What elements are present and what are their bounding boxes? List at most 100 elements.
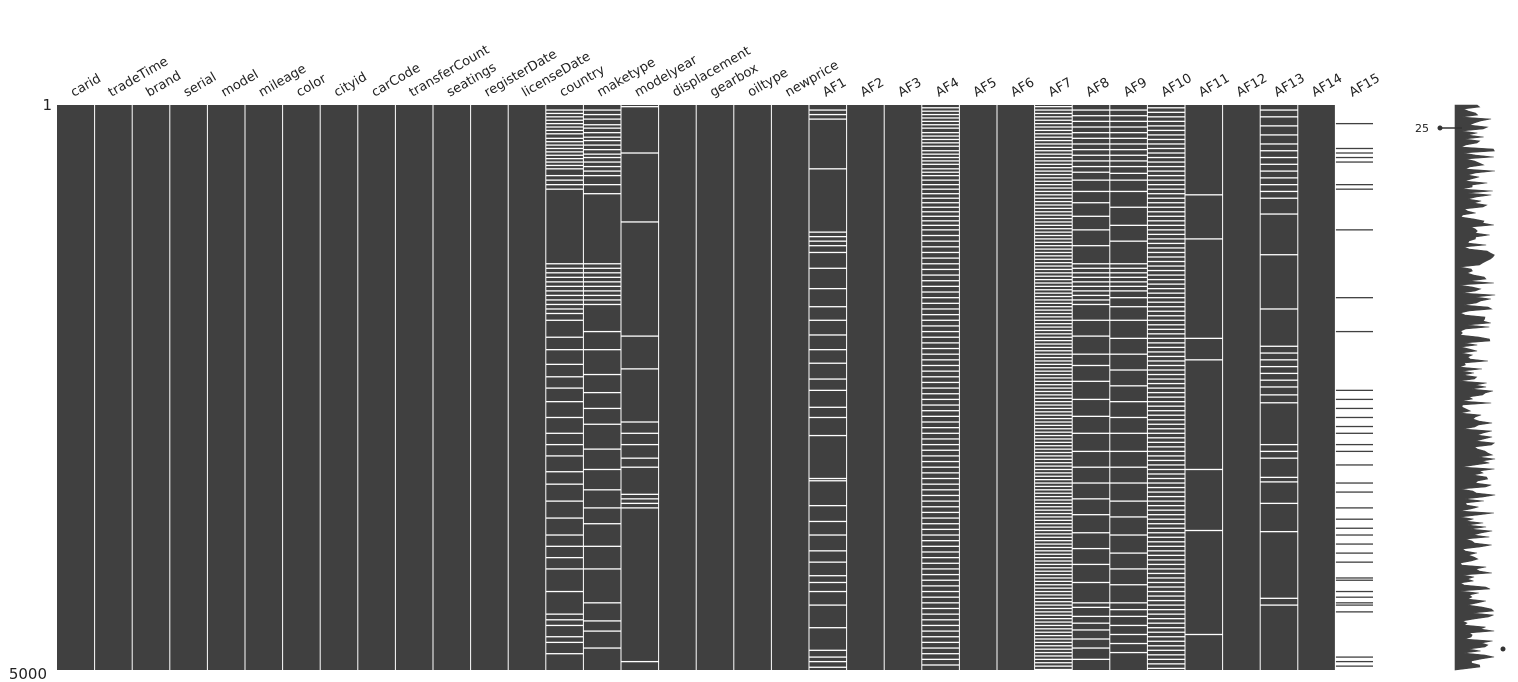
missing-row-mark bbox=[1147, 129, 1185, 132]
missing-row-mark bbox=[583, 109, 621, 111]
missing-row-mark bbox=[1109, 353, 1148, 355]
missing-row-mark bbox=[545, 188, 584, 190]
missing-row-mark bbox=[1147, 464, 1185, 466]
missing-row-mark bbox=[921, 274, 960, 276]
missing-row-mark bbox=[1034, 401, 1073, 403]
missing-row-mark bbox=[1072, 267, 1110, 269]
missing-row-mark bbox=[921, 460, 960, 463]
missing-row-mark bbox=[545, 308, 584, 310]
matrix-column bbox=[696, 105, 734, 670]
missing-row-mark bbox=[921, 653, 960, 655]
missing-row-mark bbox=[1147, 486, 1185, 489]
missing-row-mark bbox=[1147, 419, 1185, 421]
missing-row-mark bbox=[1260, 604, 1298, 606]
missing-row-mark bbox=[1072, 398, 1110, 401]
missing-row-mark bbox=[1072, 281, 1110, 283]
missing-row-mark bbox=[1034, 278, 1073, 281]
missing-row-mark bbox=[1147, 636, 1185, 638]
column-label: AF4 bbox=[933, 75, 962, 100]
missing-row-mark bbox=[1147, 554, 1185, 557]
missing-row-mark bbox=[1147, 396, 1185, 398]
missing-row-mark bbox=[921, 472, 960, 474]
present-row-mark bbox=[1335, 398, 1373, 401]
missing-row-mark bbox=[1147, 523, 1185, 525]
completeness-sparkline bbox=[1437, 104, 1506, 671]
column-fill bbox=[94, 105, 133, 670]
row-label-top: 1 bbox=[42, 96, 52, 114]
missing-row-mark bbox=[1260, 150, 1298, 152]
missing-row-mark bbox=[545, 179, 584, 181]
column-label: AF10 bbox=[1159, 71, 1195, 100]
missing-row-mark bbox=[1109, 190, 1148, 193]
missing-row-mark bbox=[1034, 245, 1073, 247]
missing-row-mark bbox=[1034, 546, 1073, 549]
missing-row-mark bbox=[809, 168, 847, 170]
missing-row-mark bbox=[1260, 457, 1298, 459]
missing-row-mark bbox=[583, 294, 621, 297]
missing-row-mark bbox=[1109, 154, 1148, 156]
missing-row-mark bbox=[583, 448, 621, 450]
missing-row-mark bbox=[1147, 174, 1185, 177]
missing-row-mark bbox=[1034, 431, 1073, 433]
missing-row-mark bbox=[1034, 611, 1073, 613]
missing-row-mark bbox=[1109, 306, 1148, 308]
missing-row-mark bbox=[1109, 224, 1148, 226]
missing-row-mark bbox=[809, 406, 847, 408]
missing-row-mark bbox=[1072, 303, 1110, 306]
missing-row-mark bbox=[1147, 586, 1185, 588]
missing-row-mark bbox=[1260, 156, 1298, 159]
matrix-column bbox=[1335, 105, 1373, 670]
missing-row-mark bbox=[921, 658, 960, 660]
missing-row-mark bbox=[545, 619, 584, 621]
matrix-column bbox=[658, 105, 697, 670]
missing-row-mark bbox=[809, 231, 847, 233]
missing-row-mark bbox=[921, 455, 960, 457]
missing-row-mark bbox=[545, 285, 584, 288]
missing-row-mark bbox=[921, 641, 960, 644]
column-fill bbox=[997, 105, 1035, 670]
missing-row-mark bbox=[921, 602, 960, 604]
missing-row-mark bbox=[1034, 173, 1073, 176]
missing-row-mark bbox=[921, 415, 960, 417]
missing-row-mark bbox=[1147, 220, 1185, 222]
missing-row-mark bbox=[583, 407, 621, 410]
missing-row-mark bbox=[545, 299, 584, 301]
missing-row-mark bbox=[1147, 482, 1185, 484]
missing-row-mark bbox=[1034, 540, 1073, 542]
missing-row-mark bbox=[921, 483, 960, 485]
missing-row-mark bbox=[1034, 509, 1073, 511]
missing-row-mark bbox=[1147, 107, 1185, 109]
missing-row-mark bbox=[1109, 337, 1148, 340]
missing-row-mark bbox=[1109, 143, 1148, 145]
missing-row-mark bbox=[1109, 624, 1148, 627]
missing-row-mark bbox=[1147, 283, 1185, 285]
missing-row-mark bbox=[1147, 202, 1185, 204]
missing-row-mark bbox=[1072, 466, 1110, 468]
missing-row-mark bbox=[921, 319, 960, 321]
missing-row-mark bbox=[1147, 541, 1185, 543]
missing-row-mark bbox=[545, 133, 584, 135]
missing-row-mark bbox=[1034, 133, 1073, 135]
missing-row-mark bbox=[1034, 601, 1073, 603]
present-row-mark bbox=[1335, 534, 1373, 536]
missing-row-mark bbox=[1147, 382, 1185, 385]
missing-row-mark bbox=[1260, 213, 1298, 215]
missing-row-mark bbox=[1072, 606, 1110, 609]
missing-row-mark bbox=[1147, 595, 1185, 597]
missing-row-mark bbox=[809, 362, 847, 364]
missing-row-mark bbox=[1034, 336, 1073, 338]
missing-row-mark bbox=[1147, 143, 1185, 145]
missing-row-mark bbox=[583, 113, 621, 116]
missing-row-mark bbox=[921, 523, 960, 525]
missing-row-mark bbox=[1147, 405, 1185, 407]
missing-row-mark bbox=[1034, 261, 1073, 264]
missing-row-mark bbox=[1147, 179, 1185, 181]
missing-row-mark bbox=[1034, 177, 1073, 179]
missing-row-mark bbox=[809, 627, 847, 629]
missing-row-mark bbox=[1072, 622, 1110, 624]
missing-row-mark bbox=[545, 534, 584, 536]
missing-row-mark bbox=[809, 480, 847, 482]
missing-row-mark bbox=[921, 251, 960, 254]
missing-row-mark bbox=[921, 257, 960, 259]
column-fill bbox=[169, 105, 208, 670]
